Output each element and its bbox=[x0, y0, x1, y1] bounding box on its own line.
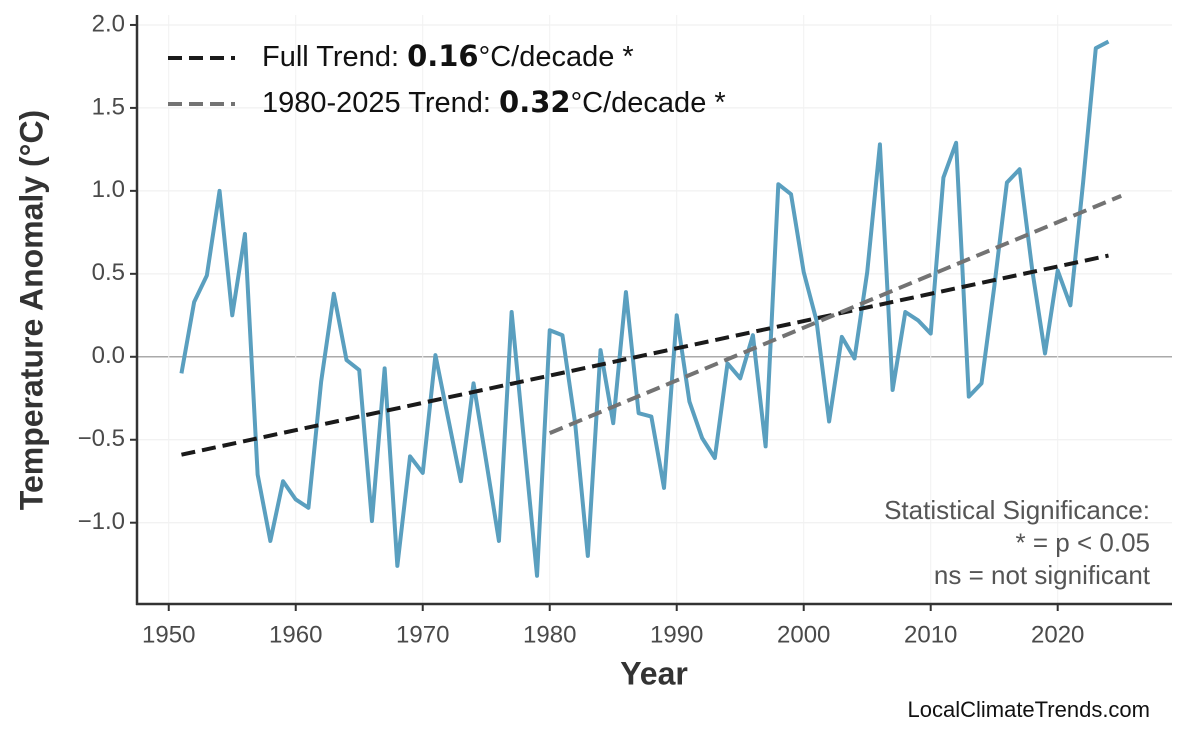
annotation: Statistical Significance: bbox=[884, 495, 1150, 525]
legend-label-part: 0.32 bbox=[499, 85, 571, 119]
legend-label-part: °C/decade * bbox=[571, 87, 726, 119]
x-tick-label: 2010 bbox=[904, 621, 957, 648]
y-tick-label: 1.0 bbox=[92, 176, 125, 203]
legend-label-part: Full Trend: bbox=[262, 41, 407, 73]
legend-label: Full Trend: 0.16°C/decade * bbox=[262, 39, 634, 73]
legend-label-part: 1980-2025 Trend: bbox=[262, 87, 499, 119]
trend-line bbox=[181, 253, 1109, 457]
y-tick-label: 2.0 bbox=[92, 10, 125, 37]
annotation: * = p < 0.05 bbox=[1016, 527, 1150, 557]
legend-label-part: °C/decade * bbox=[479, 41, 634, 73]
x-tick-label: 2000 bbox=[777, 621, 830, 648]
legend-label: 1980-2025 Trend: 0.32°C/decade * bbox=[262, 85, 726, 119]
trend-line bbox=[548, 194, 1122, 435]
annotation: ns = not significant bbox=[934, 560, 1151, 590]
x-tick-label: 1950 bbox=[142, 621, 195, 648]
x-tick-label: 1960 bbox=[269, 621, 322, 648]
legend-label-part: 0.16 bbox=[407, 39, 479, 73]
source: LocalClimateTrends.com bbox=[908, 697, 1151, 722]
x-tick-label: 2020 bbox=[1031, 621, 1084, 648]
x-tick-label: 1970 bbox=[396, 621, 449, 648]
data-line bbox=[179, 39, 1110, 578]
y-tick-label: −0.5 bbox=[78, 425, 125, 452]
y-axis-label: Temperature Anomaly (°C) bbox=[13, 110, 49, 510]
x-axis-label: Year bbox=[620, 655, 688, 691]
x-tick-label: 1990 bbox=[650, 621, 703, 648]
x-tick-label: 1980 bbox=[523, 621, 576, 648]
y-tick-label: −1.0 bbox=[78, 508, 125, 535]
y-tick-label: 0.5 bbox=[92, 259, 125, 286]
y-tick-label: 1.5 bbox=[92, 93, 125, 120]
y-tick-label: 0.0 bbox=[92, 342, 125, 369]
